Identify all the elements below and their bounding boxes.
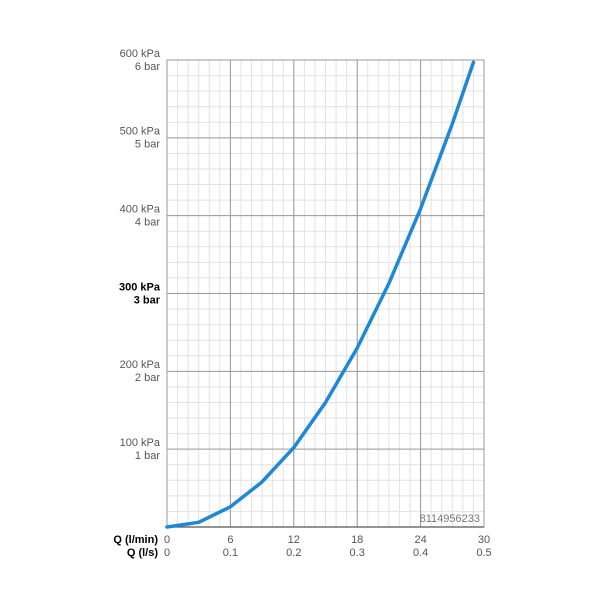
x-tick-label: 12 xyxy=(288,534,300,546)
x2-tick-label: 0.3 xyxy=(350,547,365,559)
x-tick-label: 6 xyxy=(227,534,233,546)
y-tick-label: 600 kPa xyxy=(120,48,161,60)
y2-tick-label: 1 bar xyxy=(135,450,160,462)
y-tick-label: 200 kPa xyxy=(120,359,161,371)
y2-tick-label: 3 bar xyxy=(134,294,161,306)
y-tick-label: 400 kPa xyxy=(120,204,161,216)
x2-tick-label: 0.1 xyxy=(223,547,238,559)
y2-tick-label: 5 bar xyxy=(135,139,160,151)
y-tick-label: 100 kPa xyxy=(120,437,161,449)
y2-tick-label: 4 bar xyxy=(135,217,160,229)
x-tick-label: 18 xyxy=(351,534,363,546)
x-tick-label: 0 xyxy=(164,534,170,546)
curve xyxy=(165,60,476,529)
y2-tick-label: 2 bar xyxy=(135,372,160,384)
x-tick-label: 30 xyxy=(478,534,490,546)
y-tick-label: 500 kPa xyxy=(120,126,161,138)
x2-tick-label: 0.4 xyxy=(413,547,428,559)
x-axis-label: Q (l/min) xyxy=(113,534,158,546)
x2-axis-label: Q (l/s) xyxy=(127,547,159,559)
x2-tick-label: 0.2 xyxy=(286,547,301,559)
x-tick-label: 24 xyxy=(414,534,426,546)
y2-tick-label: 6 bar xyxy=(135,61,160,73)
y-tick-label: 300 kPa xyxy=(119,281,161,293)
x2-tick-label: 0 xyxy=(164,547,170,559)
annotation: 8114956233 xyxy=(420,513,480,525)
x2-tick-label: 0.5 xyxy=(476,547,491,559)
